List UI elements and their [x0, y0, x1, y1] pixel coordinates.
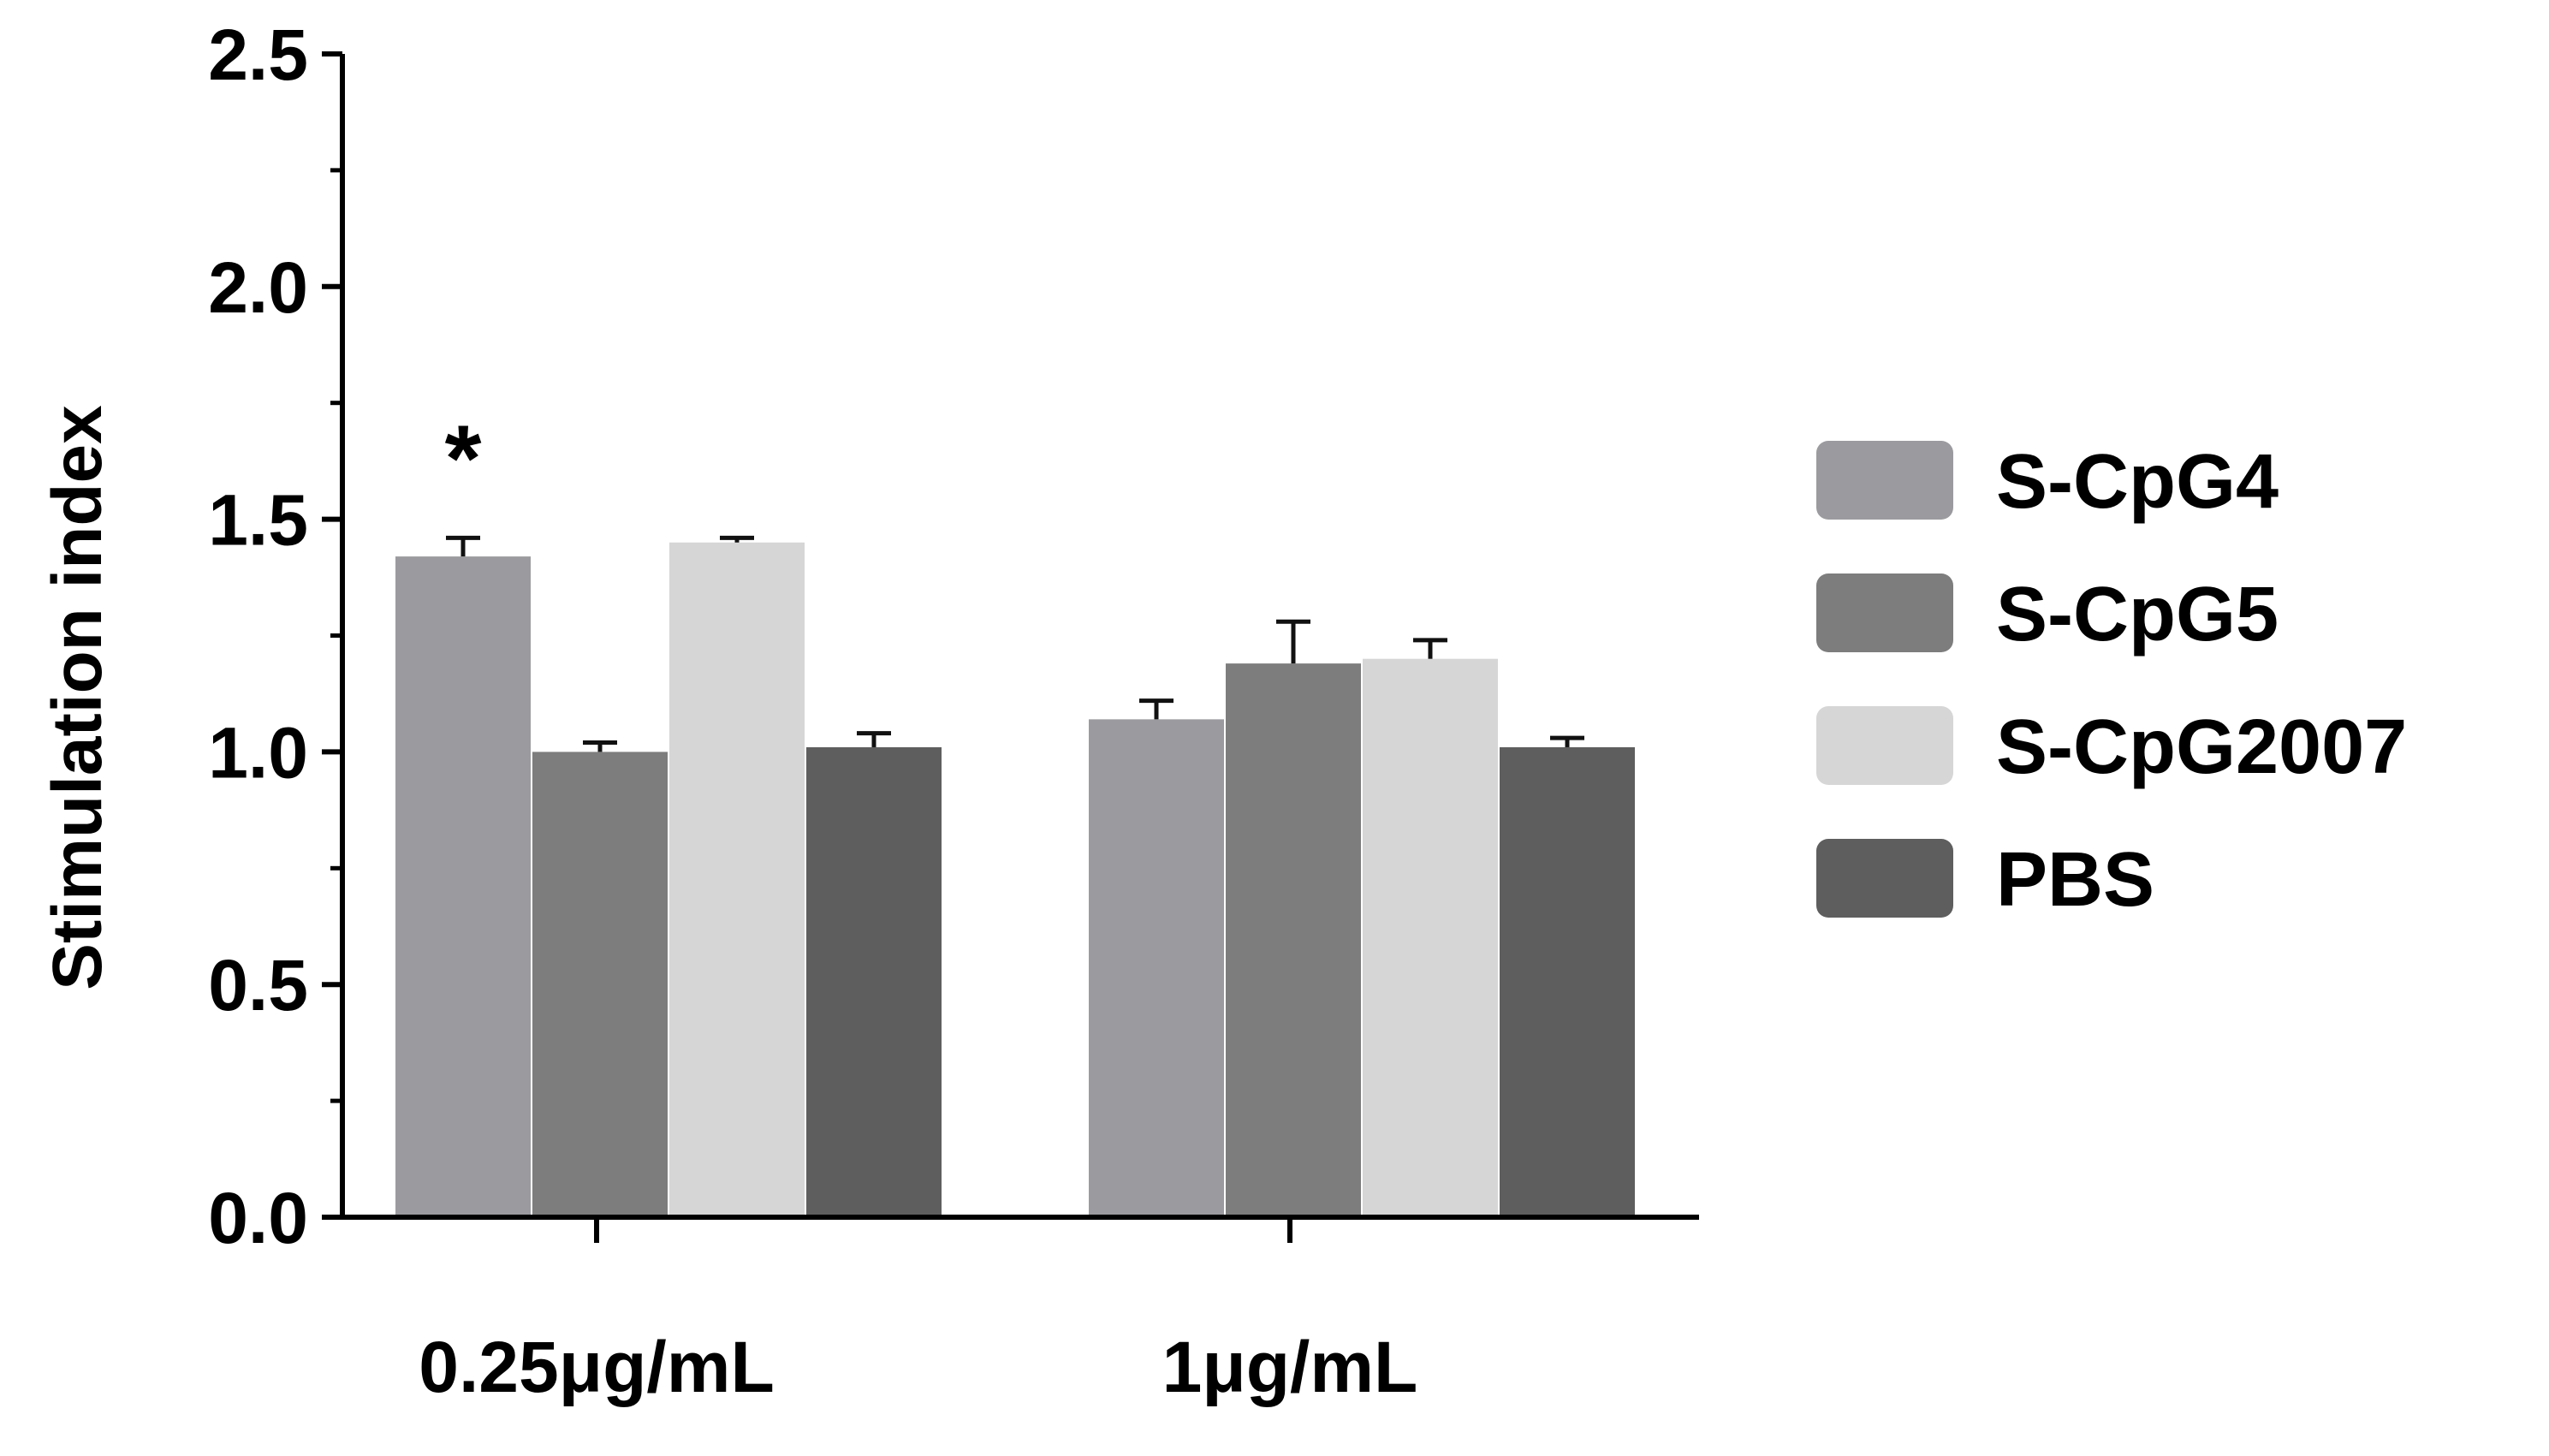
bar-s-cpg5-1: [1226, 663, 1361, 1217]
legend-swatch: [1816, 441, 1953, 520]
error-bar-s-cpg4-0: [446, 535, 480, 557]
y-tick-label: 1.0: [208, 712, 308, 793]
legend-label: S-CpG4: [1996, 439, 2279, 525]
legend-label: S-CpG5: [1996, 572, 2279, 657]
y-tick-label: 2.5: [208, 15, 308, 95]
significance-marker-0: *: [445, 406, 482, 511]
bar-s-cpg2007-0: [669, 542, 805, 1217]
x-tick-label: 1μg/mL: [1162, 1327, 1418, 1407]
bar-s-cpg4-1: [1089, 719, 1224, 1217]
error-bar-s-cpg4-1: [1139, 698, 1173, 720]
y-axis: 0.0 0.5 1.0 1.5 2.0 2.5: [208, 15, 345, 1258]
bar-s-cpg5-0: [532, 752, 668, 1217]
x-tick-label: 0.25μg/mL: [419, 1327, 775, 1407]
legend-item-s-cpg5: S-CpG5: [1816, 572, 2279, 657]
error-bar-pbs-0: [857, 731, 891, 747]
error-bar-s-cpg5-0: [583, 740, 617, 752]
y-tick-label: 1.5: [208, 480, 308, 561]
y-tick-label: 0.0: [208, 1178, 308, 1258]
error-bar-s-cpg2007-1: [1413, 638, 1447, 659]
bar-s-cpg4-0: [395, 556, 531, 1217]
bar-pbs-0: [806, 746, 942, 1217]
legend-swatch: [1816, 839, 1953, 918]
legend-item-s-cpg2007: S-CpG2007: [1816, 704, 2407, 790]
bar-s-cpg2007-1: [1363, 658, 1498, 1217]
error-bar-pbs-1: [1550, 735, 1584, 747]
legend-label: PBS: [1996, 837, 2154, 923]
legend-item-s-cpg4: S-CpG4: [1816, 439, 2279, 525]
legend-swatch: [1816, 573, 1953, 652]
legend-item-pbs: PBS: [1816, 837, 2154, 923]
legend: S-CpG4 S-CpG5 S-CpG2007 PBS: [1816, 439, 2407, 923]
y-tick-label: 2.0: [208, 247, 308, 328]
legend-label: S-CpG2007: [1996, 704, 2407, 790]
plot-area: *: [395, 406, 1635, 1217]
x-axis: 0.25μg/mL 1μg/mL: [340, 1215, 1699, 1407]
bar-pbs-1: [1500, 746, 1635, 1217]
y-tick-label: 0.5: [208, 945, 308, 1025]
y-axis-title: Stimulation index: [39, 405, 116, 989]
error-bar-s-cpg5-1: [1276, 619, 1310, 664]
error-bar-s-cpg2007-0: [720, 535, 754, 543]
legend-swatch: [1816, 706, 1953, 785]
